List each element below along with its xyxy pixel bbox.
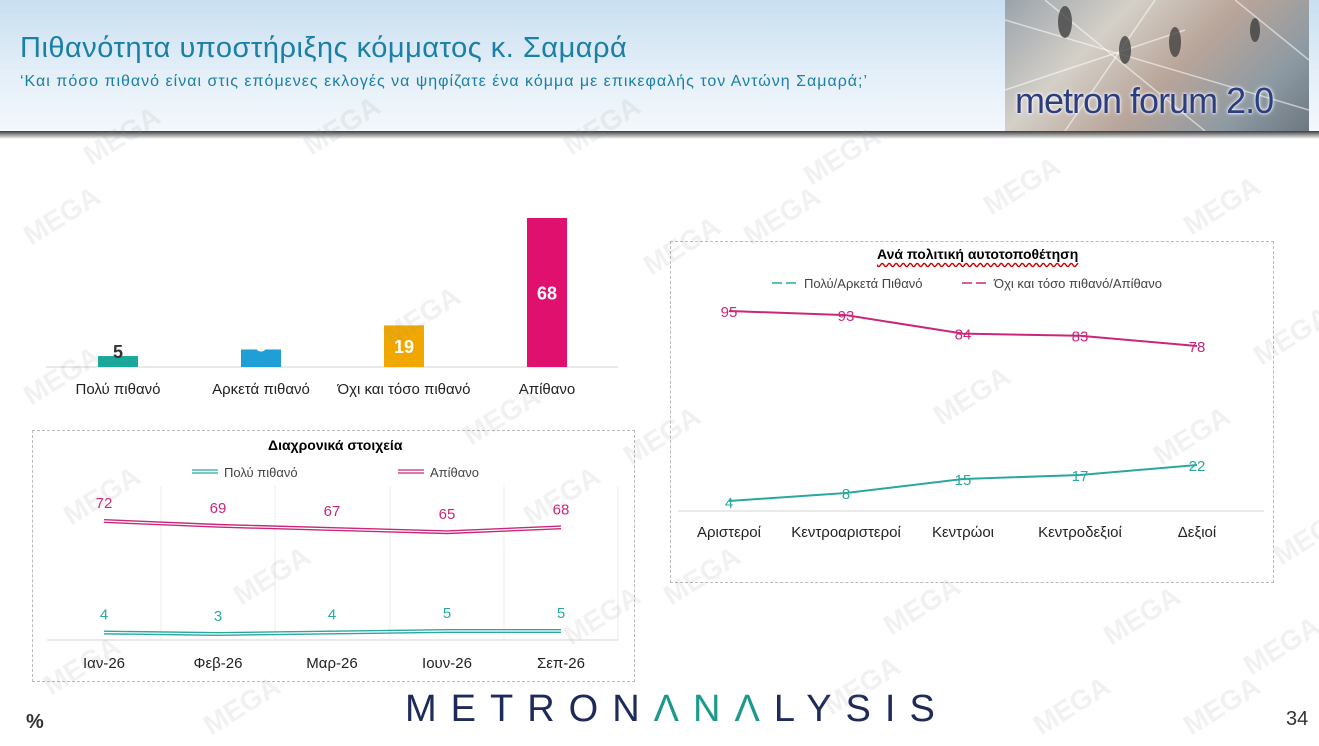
timeline-data-label-s2-4: 65 [439, 506, 456, 523]
brand-part-2: ΛNΛ [653, 688, 774, 730]
brand-part-3: LYSIS [773, 688, 949, 730]
timeline-legend-label-2: Απίθανο [430, 465, 479, 480]
ideology-chart-box [670, 241, 1274, 583]
percent-unit-label: % [26, 711, 44, 733]
ideology-legend-label-1: Πολύ/Αρκετά Πιθανό [804, 276, 922, 291]
bar-4 [527, 218, 567, 367]
timeline-data-label-s2-1: 72 [96, 495, 113, 512]
timeline-data-label-s1-5: 5 [557, 605, 565, 622]
bar-category-label-4: Απίθανο [519, 381, 576, 398]
timeline-data-label-s1-1: 4 [100, 607, 108, 624]
timeline-category-label-3: Μαρ-26 [306, 655, 357, 672]
bar-value-label-3: 19 [394, 337, 414, 357]
metron-forum-logo: metron forum 2.0 [1005, 0, 1309, 131]
timeline-chart-title: Διαχρονικά στοιχεία [268, 437, 403, 453]
ideology-data-label-s1-5: 22 [1189, 458, 1206, 475]
ideology-category-label-2: Κεντροαριστεροί [791, 524, 901, 541]
timeline-data-label-s2-3: 67 [324, 503, 341, 520]
ideology-category-label-5: Δεξιοί [1178, 524, 1217, 541]
page-number: 34 [1286, 708, 1309, 730]
page-subtitle: ‘Και πόσο πιθανό είναι στις επόμενες εκλ… [20, 73, 869, 90]
bar-value-label-4: 68 [537, 284, 557, 304]
timeline-category-label-1: Ιαν-26 [83, 655, 125, 672]
timeline-series-line-inner-1 [103, 630, 561, 635]
timeline-legend-label-1: Πολύ πιθανό [224, 465, 298, 480]
ideology-data-label-s1-4: 17 [1072, 468, 1089, 485]
ideology-series-line-1 [728, 464, 1198, 502]
ideology-data-label-s1-2: 8 [842, 486, 850, 503]
header-divider [0, 131, 1319, 139]
ideology-data-label-s1-3: 15 [955, 472, 972, 489]
timeline-data-label-s1-4: 5 [443, 605, 451, 622]
bar-3 [384, 325, 424, 367]
timeline-data-label-s2-2: 69 [210, 500, 227, 517]
ideology-legend-label-2: Όχι και τόσο πιθανό/Απίθανο [993, 276, 1162, 291]
ideology-data-label-s1-1: 4 [725, 495, 733, 512]
ideology-chart-title: Ανά πολιτική αυτοτοποθέτηση [877, 246, 1079, 262]
bar-value-label-1: 5 [113, 342, 123, 362]
logo-geometry [1005, 0, 1309, 131]
timeline-chart-box [32, 430, 635, 682]
brand-part-1: METRON [405, 688, 654, 730]
page-title: Πιθανότητα υποστήριξης κόμματος κ. Σαμαρ… [20, 32, 628, 64]
bar-category-label-2: Αρκετά πιθανό [212, 381, 310, 398]
ideology-category-label-1: Αριστεροί [697, 524, 762, 541]
ideology-category-label-4: Κεντροδεξιοί [1038, 524, 1122, 541]
ideology-data-label-s2-4: 83 [1072, 329, 1089, 346]
ideology-data-label-s2-1: 95 [721, 304, 738, 321]
ideology-series-line-2 [728, 310, 1198, 347]
timeline-category-label-5: Σεπ-26 [537, 655, 585, 672]
bar-2 [241, 349, 281, 367]
ideology-data-label-s2-5: 78 [1189, 339, 1206, 356]
ideology-category-label-3: Κεντρώοι [932, 524, 994, 541]
bar-category-label-3: Όχι και τόσο πιθανό [336, 381, 470, 398]
bar-value-label-2: 8 [256, 335, 266, 355]
timeline-data-label-s2-5: 68 [553, 501, 570, 518]
timeline-data-label-s1-3: 4 [328, 607, 336, 624]
timeline-series-line-inner-2 [103, 520, 562, 533]
metron-analysis-brand: METRONΛNΛLYSIS [405, 688, 949, 731]
ideology-data-label-s2-2: 93 [838, 308, 855, 325]
timeline-category-label-2: Φεβ-26 [194, 655, 243, 672]
bar-category-label-1: Πολύ πιθανό [76, 381, 161, 398]
logo-text: metron forum 2.0 [1015, 80, 1274, 121]
timeline-category-label-4: Ιουν-26 [422, 655, 472, 672]
bar-1 [98, 356, 138, 367]
timeline-data-label-s1-2: 3 [214, 608, 222, 625]
ideology-data-label-s2-3: 84 [955, 327, 972, 344]
